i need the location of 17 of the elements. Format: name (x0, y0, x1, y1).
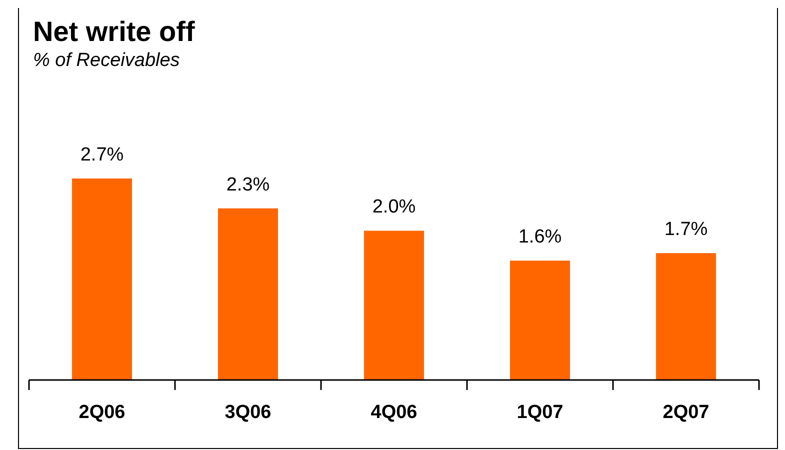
bar (510, 260, 570, 380)
bar (72, 178, 132, 380)
data-label: 1.7% (664, 219, 708, 240)
data-label: 2.3% (226, 174, 270, 196)
bar (656, 253, 716, 380)
x-tick-label: 4Q06 (370, 402, 418, 423)
x-tick-label: 1Q07 (516, 402, 564, 423)
bar (364, 230, 424, 380)
data-label: 2.0% (372, 196, 416, 218)
chart-title: Net write off (32, 15, 196, 48)
x-tick-label: 2Q07 (662, 402, 710, 423)
data-label: 1.6% (518, 226, 562, 248)
x-tick-label: 3Q06 (224, 402, 272, 423)
x-tick-label: 2Q06 (78, 402, 126, 423)
data-label: 2.7% (80, 144, 124, 166)
bar (218, 208, 278, 380)
chart-subtitle: % of Receivables (32, 50, 181, 72)
